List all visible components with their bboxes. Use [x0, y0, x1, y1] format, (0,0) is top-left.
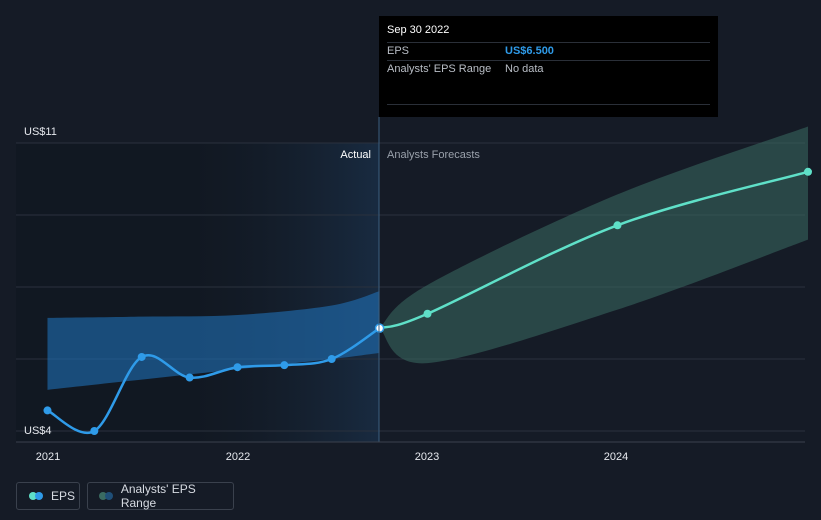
tooltip-eps-value: US$6.500	[505, 45, 554, 57]
y-tick-bottom: US$4	[24, 425, 52, 437]
data-point	[327, 355, 336, 363]
range-band	[379, 126, 808, 364]
tooltip-date: Sep 30 2022	[387, 24, 450, 36]
x-tick-2022: 2022	[226, 451, 250, 463]
x-tick-2021: 2021	[36, 451, 60, 463]
legend-eps-label: EPS	[51, 489, 76, 503]
actual-label: Actual	[340, 149, 371, 161]
data-point	[613, 221, 622, 230]
tooltip-eps-label: EPS	[387, 45, 410, 57]
tooltip-range-value: No data	[505, 63, 544, 75]
tooltip: Sep 30 2022 EPS US$6.500 Analysts' EPS R…	[379, 16, 718, 117]
series-line	[46, 326, 381, 435]
past-region-highlight	[189, 143, 379, 442]
y-tick-top: US$11	[24, 126, 57, 138]
legend-range[interactable]: Analysts' EPS Range	[87, 482, 234, 510]
series-line	[378, 170, 810, 330]
series-points	[43, 167, 812, 435]
data-point	[280, 361, 289, 370]
tooltip-divider	[387, 104, 710, 105]
data-point	[137, 352, 146, 361]
legend-eps[interactable]: EPS	[16, 482, 80, 510]
range-legend-icon	[99, 492, 113, 500]
data-point	[804, 167, 812, 176]
data-point	[43, 406, 52, 415]
forecast-label: Analysts Forecasts	[387, 149, 480, 161]
tooltip-range-label: Analysts' EPS Range	[387, 63, 492, 75]
data-point	[90, 427, 99, 435]
data-point	[233, 363, 242, 372]
tooltip-row-eps: EPS US$6.500	[387, 42, 710, 60]
tooltip-row-range: Analysts' EPS Range No data	[387, 60, 710, 78]
x-tick-2024: 2024	[604, 451, 628, 463]
data-point	[423, 309, 432, 318]
data-point	[374, 323, 385, 333]
series-lines	[46, 170, 810, 435]
data-point	[185, 373, 194, 382]
range-bands	[47, 126, 808, 390]
eps-legend-icon	[29, 492, 43, 500]
range-band	[47, 291, 380, 390]
x-tick-2023: 2023	[415, 451, 439, 463]
legend-range-label: Analysts' EPS Range	[120, 482, 196, 510]
